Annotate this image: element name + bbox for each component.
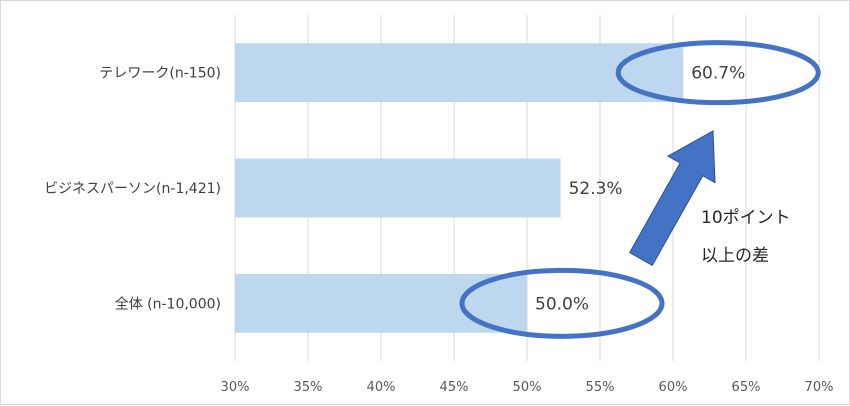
annotation-text-line-2: 以上の差: [701, 246, 769, 266]
x-tick-label: 45%: [440, 380, 469, 395]
bar: [235, 43, 684, 103]
data-label: 52.3%: [569, 179, 623, 199]
category-label: 全体 (n-10,000): [115, 295, 221, 312]
data-label: 60.7%: [691, 64, 745, 84]
x-tick-label: 65%: [732, 380, 761, 395]
category-label: ビジネスパーソン(n-1,421): [44, 181, 221, 197]
category-labels: テレワーク(n-150) ビジネスパーソン(n-1,421) 全体 (n-10,00…: [44, 66, 221, 313]
annotation-text-line-1: 10ポイント: [701, 208, 791, 228]
x-tick-label: 50%: [513, 380, 542, 395]
x-tick-label: 60%: [659, 380, 688, 395]
bars: [235, 43, 684, 333]
x-tick-label: 55%: [586, 380, 615, 395]
x-tick-label: 70%: [805, 380, 834, 395]
highlight-ellipse-overall: [459, 267, 665, 339]
arrow-icon: [629, 130, 716, 267]
x-axis-tick-labels: 30% 35% 40% 45% 50% 55% 60% 65% 70%: [221, 380, 834, 395]
highlight-ellipse-telework: [615, 40, 821, 106]
x-tick-label: 35%: [294, 380, 323, 395]
x-tick-label: 40%: [367, 380, 396, 395]
category-label: テレワーク(n-150): [99, 66, 221, 82]
data-label: 50.0%: [535, 294, 589, 314]
annotation: 10ポイント 以上の差: [459, 40, 821, 339]
bar: [235, 158, 561, 218]
x-tick-label: 30%: [221, 380, 250, 395]
data-labels: 60.7% 52.3% 50.0%: [535, 64, 745, 315]
